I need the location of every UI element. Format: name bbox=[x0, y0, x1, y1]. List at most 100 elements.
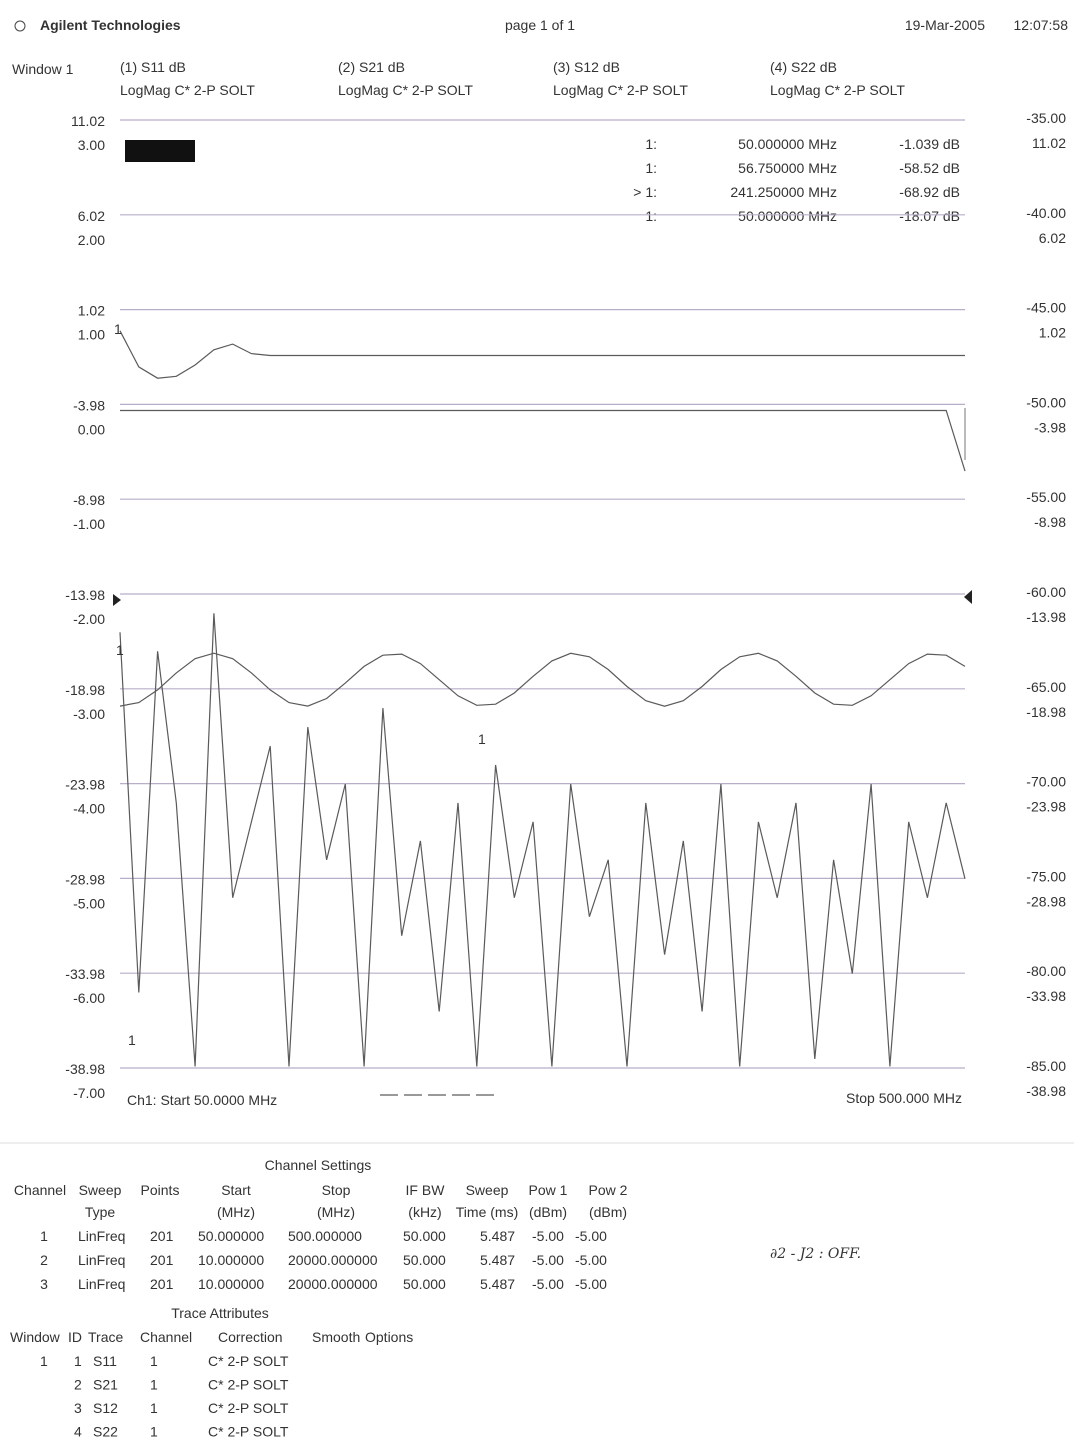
marker-freq: 241.250000 MHz bbox=[730, 184, 837, 200]
y3-tick-label: -40.00 bbox=[1026, 205, 1066, 221]
y2-tick-label: -3.00 bbox=[73, 706, 105, 722]
table-cell: -5.00 bbox=[532, 1228, 564, 1244]
table-cell: 1 bbox=[74, 1353, 82, 1369]
table-cell: 201 bbox=[150, 1276, 174, 1292]
trace-format: LogMag C* 2-P SOLT bbox=[770, 82, 905, 98]
table-cell: C* 2-P SOLT bbox=[208, 1424, 289, 1440]
table-cell: -5.00 bbox=[532, 1276, 564, 1292]
y3-tick-label: -65.00 bbox=[1026, 679, 1066, 695]
table-cell: 50.000 bbox=[403, 1276, 446, 1292]
table-cell: 50.000 bbox=[403, 1252, 446, 1268]
y2-tick-label: -7.00 bbox=[73, 1085, 105, 1101]
table-header: Pow 2 bbox=[589, 1182, 628, 1198]
table-header: Points bbox=[141, 1182, 180, 1198]
table-header: Options bbox=[365, 1329, 413, 1345]
table-cell: 1 bbox=[40, 1228, 48, 1244]
table-header: Smooth bbox=[312, 1329, 360, 1345]
trace-line bbox=[119, 330, 965, 379]
start-label: Ch1: Start 50.0000 MHz bbox=[127, 1092, 277, 1108]
y2-tick-label: 0.00 bbox=[78, 421, 105, 437]
y3-tick-label: -85.00 bbox=[1026, 1058, 1066, 1074]
marker-value: -18.07 dB bbox=[899, 208, 960, 224]
marker-label: > 1: bbox=[633, 184, 657, 200]
table-header: Sweep bbox=[466, 1182, 509, 1198]
y4-tick-label: -18.98 bbox=[1026, 704, 1066, 720]
marker-value: -58.52 dB bbox=[899, 160, 960, 176]
table-title: Trace Attributes bbox=[171, 1305, 269, 1321]
table-cell: 3 bbox=[40, 1276, 48, 1292]
y2-tick-label: -2.00 bbox=[73, 611, 105, 627]
y4-tick-label: 11.02 bbox=[1032, 135, 1066, 151]
table-header: (MHz) bbox=[217, 1204, 255, 1220]
table-header: Channel bbox=[140, 1329, 192, 1345]
table-cell: 1 bbox=[150, 1400, 158, 1416]
brand: Agilent Technologies bbox=[40, 17, 181, 33]
table-cell: LinFreq bbox=[78, 1276, 125, 1292]
table-header: Time (ms) bbox=[456, 1204, 518, 1220]
marker-label: 1: bbox=[645, 160, 657, 176]
y3-tick-label: -55.00 bbox=[1026, 489, 1066, 505]
table-cell: -5.00 bbox=[575, 1228, 607, 1244]
table-cell: 50.000000 bbox=[198, 1228, 264, 1244]
marker-freq: 56.750000 MHz bbox=[738, 160, 837, 176]
table-cell: C* 2-P SOLT bbox=[208, 1400, 289, 1416]
table-cell: S22 bbox=[93, 1424, 118, 1440]
y-tick-label: -28.98 bbox=[65, 871, 105, 887]
table-cell: 201 bbox=[150, 1252, 174, 1268]
ref-arrow-left bbox=[113, 594, 121, 606]
table-cell: 4 bbox=[74, 1424, 82, 1440]
table-header: Stop bbox=[322, 1182, 351, 1198]
trace-title: (3) S12 dB bbox=[553, 59, 620, 75]
trace-marker-label: 1 bbox=[116, 642, 124, 658]
marker-label: 1: bbox=[645, 208, 657, 224]
marker-freq: 50.000000 MHz bbox=[738, 136, 837, 152]
y3-tick-label: -70.00 bbox=[1026, 774, 1066, 790]
y-tick-label: -8.98 bbox=[73, 492, 105, 508]
handwritten-note: ∂2 - J2 : OFF. bbox=[770, 1246, 861, 1262]
y2-tick-label: -4.00 bbox=[73, 801, 105, 817]
table-cell: 3 bbox=[74, 1400, 82, 1416]
table-cell: -5.00 bbox=[575, 1252, 607, 1268]
table-cell: 20000.000000 bbox=[288, 1252, 378, 1268]
date: 19-Mar-2005 bbox=[905, 17, 985, 33]
stop-label: Stop 500.000 MHz bbox=[846, 1090, 962, 1106]
y-tick-label: 1.02 bbox=[78, 303, 105, 319]
table-cell: 500.000000 bbox=[288, 1228, 362, 1244]
y2-tick-label: 1.00 bbox=[78, 327, 105, 343]
table-cell: -5.00 bbox=[532, 1252, 564, 1268]
y3-tick-label: -35.00 bbox=[1026, 110, 1066, 126]
table-cell: -5.00 bbox=[575, 1276, 607, 1292]
table-header: (kHz) bbox=[408, 1204, 441, 1220]
table-header: (dBm) bbox=[589, 1204, 627, 1220]
marker-value: -68.92 dB bbox=[899, 184, 960, 200]
trace-format: LogMag C* 2-P SOLT bbox=[338, 82, 473, 98]
active-entry-box bbox=[125, 140, 195, 162]
y4-tick-label: -3.98 bbox=[1034, 419, 1066, 435]
table-cell: 20000.000000 bbox=[288, 1276, 378, 1292]
y4-tick-label: -8.98 bbox=[1034, 514, 1066, 530]
y2-tick-label: -6.00 bbox=[73, 990, 105, 1006]
table-cell: 1 bbox=[40, 1353, 48, 1369]
table-cell: S21 bbox=[93, 1377, 118, 1393]
trace-line bbox=[119, 652, 966, 707]
window-label: Window 1 bbox=[12, 61, 74, 77]
marker-label: 1: bbox=[645, 136, 657, 152]
table-header: Pow 1 bbox=[529, 1182, 568, 1198]
y2-tick-label: 2.00 bbox=[78, 232, 105, 248]
trace-marker-label: 1 bbox=[128, 1032, 136, 1048]
table-cell: C* 2-P SOLT bbox=[208, 1353, 289, 1369]
y-tick-label: 11.02 bbox=[71, 113, 105, 129]
table-header: Trace bbox=[88, 1329, 123, 1345]
table-header: Type bbox=[85, 1204, 116, 1220]
y4-tick-label: -38.98 bbox=[1026, 1083, 1066, 1099]
y4-tick-label: -33.98 bbox=[1026, 988, 1066, 1004]
y4-tick-label: 1.02 bbox=[1039, 325, 1066, 341]
y-tick-label: -38.98 bbox=[65, 1061, 105, 1077]
table-cell: 1 bbox=[150, 1353, 158, 1369]
table-cell: 5.487 bbox=[480, 1276, 515, 1292]
table-title: Channel Settings bbox=[265, 1157, 372, 1173]
y4-tick-label: -13.98 bbox=[1026, 609, 1066, 625]
y4-tick-label: -23.98 bbox=[1026, 799, 1066, 815]
table-header: (dBm) bbox=[529, 1204, 567, 1220]
